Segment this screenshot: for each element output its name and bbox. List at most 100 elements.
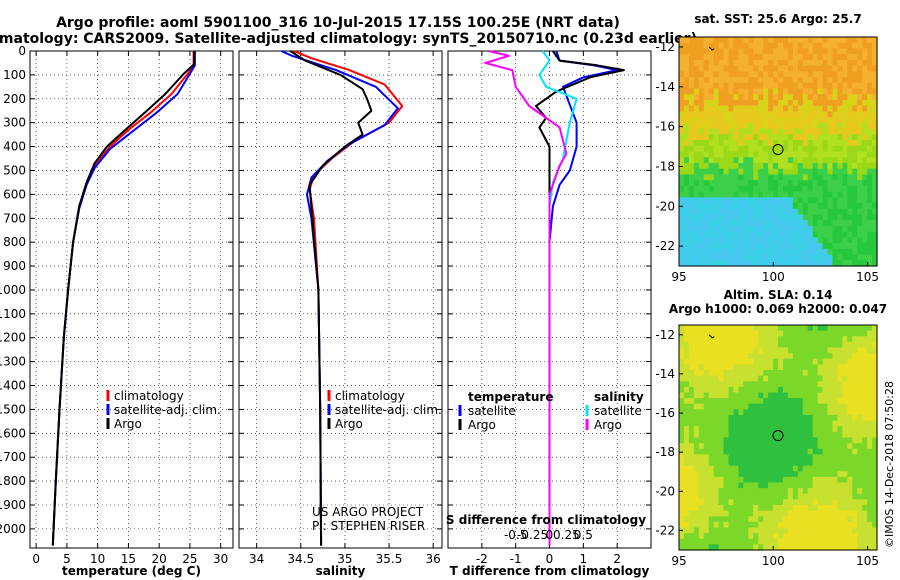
map-cell: [847, 140, 853, 147]
map-cell: [773, 482, 779, 489]
map-cell: [703, 476, 710, 484]
map-cell: [778, 358, 784, 365]
map-cell: [797, 220, 804, 227]
map-cell: [867, 482, 873, 489]
map-cell: [768, 82, 774, 90]
map-cell: [807, 225, 814, 233]
map-cell: [872, 122, 878, 130]
map-cell: [679, 231, 685, 238]
map-cell: [842, 370, 848, 377]
map-cell: [802, 460, 809, 467]
map-cell: [743, 471, 749, 478]
map-cell: [743, 476, 749, 484]
map-cell: [837, 82, 843, 90]
map-cell: [728, 162, 735, 170]
map-cell: [832, 437, 838, 444]
map-cell: [683, 71, 690, 78]
map-cell: [743, 220, 749, 227]
map-cell: [847, 151, 853, 158]
map-cell: [768, 203, 774, 210]
map-cell: [718, 370, 725, 377]
map-cell: [753, 231, 759, 238]
map-cell: [827, 330, 834, 337]
map-cell: [748, 71, 754, 78]
map-cell: [688, 37, 695, 44]
map-cell: [807, 77, 814, 84]
map-cell: [763, 454, 769, 461]
map-cell: [817, 471, 824, 478]
map-cell: [718, 203, 725, 210]
map-cell: [708, 71, 715, 78]
map-cell: [827, 162, 834, 170]
map-cell: [773, 465, 779, 472]
map-cell: [787, 505, 794, 512]
map-cell: [773, 544, 779, 551]
map-cell: [817, 420, 824, 427]
map-cell: [738, 386, 744, 394]
map-cell: [807, 203, 814, 210]
map-cell: [832, 157, 838, 164]
map-cell: [792, 197, 799, 204]
map-cell: [837, 431, 843, 439]
map-cell: [842, 488, 848, 495]
map-cell: [738, 454, 744, 461]
map-cell: [807, 157, 814, 164]
credit-line2: PI: STEPHEN RISER: [312, 519, 425, 533]
map-cell: [807, 392, 814, 399]
map-cell: [758, 82, 764, 90]
map-cell: [753, 460, 759, 467]
map-cell: [862, 180, 868, 187]
map-cell: [688, 260, 695, 267]
map-cell: [822, 122, 829, 130]
map-cell: [763, 197, 769, 204]
map-cell: [852, 65, 858, 72]
map-cell: [782, 370, 789, 377]
map-cell: [688, 94, 695, 101]
map-cell: [763, 336, 769, 343]
map-cell: [693, 336, 700, 343]
map-cell: [679, 117, 685, 124]
map-cell: [847, 157, 853, 164]
map-cell: [703, 197, 710, 204]
map-cell: [758, 174, 764, 181]
map-cell: [827, 375, 834, 382]
map-cell: [802, 521, 809, 529]
map-cell: [827, 510, 834, 517]
map-cell: [782, 117, 789, 124]
map-cell: [723, 533, 730, 540]
map-cell: [683, 347, 690, 354]
map-cell: [778, 128, 784, 135]
map-cell: [738, 99, 744, 107]
map-cell: [728, 409, 735, 416]
map-cell: [758, 353, 764, 360]
map-cell: [763, 544, 769, 551]
map-cell: [792, 527, 799, 534]
map-cell: [827, 197, 834, 204]
map-cell: [718, 454, 725, 461]
map-cell: [703, 403, 710, 410]
map-cell: [738, 88, 744, 95]
map-cell: [738, 140, 744, 147]
map-cell: [797, 111, 804, 118]
map-cell: [738, 465, 744, 472]
map-cell: [817, 505, 824, 512]
map-cell: [708, 527, 715, 534]
map-cell: [857, 460, 863, 467]
map-cell: [837, 122, 843, 130]
map-cell: [758, 157, 764, 164]
map-cell: [718, 325, 725, 332]
y-tick-label: 300: [3, 116, 26, 130]
map-cell: [748, 203, 754, 210]
map-cell: [822, 208, 829, 216]
map-cell: [782, 65, 789, 72]
map-cell: [817, 77, 824, 84]
map-cell: [832, 347, 838, 354]
map-cell: [713, 214, 720, 221]
map-cell: [718, 191, 725, 198]
map-cell: [872, 174, 878, 181]
map-cell: [822, 185, 829, 193]
map-cell: [698, 65, 705, 72]
map-cell: [763, 381, 769, 388]
map-cell: [773, 42, 779, 50]
map-cell: [753, 94, 759, 101]
